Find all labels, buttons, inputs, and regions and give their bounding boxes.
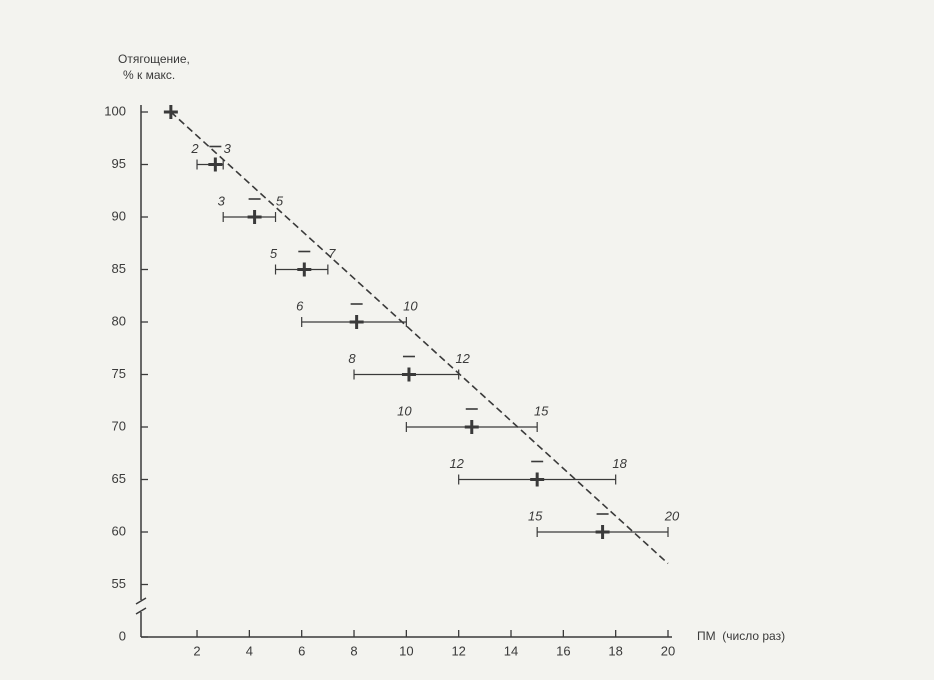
x-tick-label: 8 — [350, 643, 357, 658]
bar-low-label: 2 — [190, 141, 199, 156]
bar-low-label: 6 — [296, 298, 304, 313]
point — [163, 105, 178, 119]
y-tick-label: 65 — [112, 471, 126, 486]
bar-high-label: 7 — [328, 246, 336, 261]
x-axis-title: ПМ (число раз) — [697, 629, 785, 643]
bar-low-label: 15 — [528, 508, 543, 523]
trend-line — [170, 111, 669, 565]
point — [247, 210, 262, 224]
point — [530, 472, 545, 487]
y-tick-label: 100 — [104, 103, 126, 118]
y-tick-label: 55 — [112, 576, 126, 591]
point — [401, 367, 416, 382]
bar-high-label: 5 — [276, 193, 284, 208]
x-tick-label: 18 — [608, 643, 622, 658]
y-tick-label: 0 — [119, 628, 126, 643]
bar-high-label: 15 — [534, 403, 549, 418]
x-tick-label: 14 — [504, 643, 518, 658]
y-axis-title: % к макс. — [123, 68, 175, 82]
x-tick-label: 4 — [246, 643, 253, 658]
bar-high-label: 20 — [664, 508, 680, 523]
y-tick-label: 95 — [112, 156, 126, 171]
x-tick-label: 2 — [193, 643, 200, 658]
point — [297, 262, 312, 277]
x-tick-label: 12 — [451, 643, 465, 658]
bar-high-label: 18 — [612, 456, 627, 471]
bar-high-label: 10 — [403, 298, 418, 313]
bar-high-label: 12 — [455, 351, 470, 366]
x-tick-label: 6 — [298, 643, 305, 658]
axis-break — [135, 597, 147, 615]
y-tick-label: 85 — [112, 261, 126, 276]
x-tick-label: 10 — [399, 643, 413, 658]
bar-high-label: 3 — [224, 141, 232, 156]
y-tick-label: 60 — [112, 523, 126, 538]
bar-low-label: 5 — [270, 246, 278, 261]
point — [464, 420, 479, 434]
point — [349, 315, 364, 329]
y-tick-label: 90 — [112, 208, 126, 223]
point — [208, 157, 223, 172]
x-tick-label: 20 — [661, 643, 675, 658]
x-tick-label: 16 — [556, 643, 570, 658]
y-tick-label: 75 — [112, 366, 126, 381]
point — [595, 525, 610, 539]
y-tick-label: 70 — [112, 418, 126, 433]
bar-low-label: 12 — [449, 456, 464, 471]
y-axis-title: Отягощение, — [118, 52, 190, 66]
y-tick-label: 80 — [112, 313, 126, 328]
bar-low-label: 10 — [397, 403, 412, 418]
bar-low-label: 8 — [348, 351, 356, 366]
bar-low-label: 3 — [218, 193, 226, 208]
